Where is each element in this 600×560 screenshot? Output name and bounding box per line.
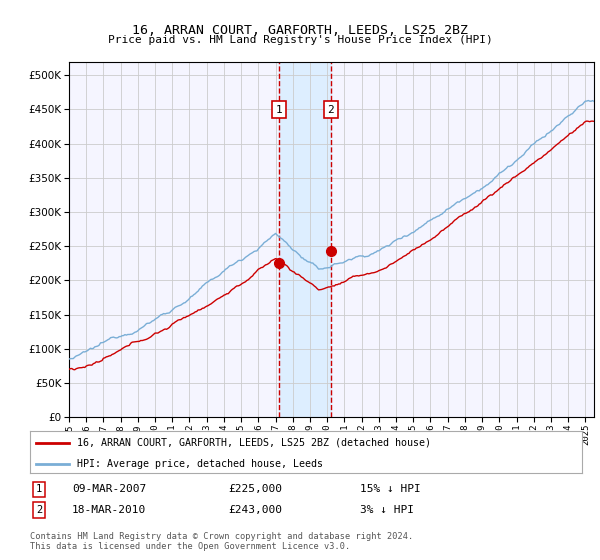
Text: 16, ARRAN COURT, GARFORTH, LEEDS, LS25 2BZ (detached house): 16, ARRAN COURT, GARFORTH, LEEDS, LS25 2… xyxy=(77,438,431,448)
Text: 15% ↓ HPI: 15% ↓ HPI xyxy=(360,484,421,494)
Text: 09-MAR-2007: 09-MAR-2007 xyxy=(72,484,146,494)
Text: Price paid vs. HM Land Registry's House Price Index (HPI): Price paid vs. HM Land Registry's House … xyxy=(107,35,493,45)
Text: 2: 2 xyxy=(36,505,42,515)
Text: 2: 2 xyxy=(328,105,334,115)
Text: 1: 1 xyxy=(275,105,282,115)
Text: Contains HM Land Registry data © Crown copyright and database right 2024.
This d: Contains HM Land Registry data © Crown c… xyxy=(30,532,413,552)
Text: 16, ARRAN COURT, GARFORTH, LEEDS, LS25 2BZ: 16, ARRAN COURT, GARFORTH, LEEDS, LS25 2… xyxy=(132,24,468,36)
Text: 1: 1 xyxy=(36,484,42,494)
Bar xyxy=(279,62,331,417)
Text: 18-MAR-2010: 18-MAR-2010 xyxy=(72,505,146,515)
Text: £225,000: £225,000 xyxy=(228,484,282,494)
Text: 3% ↓ HPI: 3% ↓ HPI xyxy=(360,505,414,515)
Text: £243,000: £243,000 xyxy=(228,505,282,515)
Text: HPI: Average price, detached house, Leeds: HPI: Average price, detached house, Leed… xyxy=(77,459,323,469)
